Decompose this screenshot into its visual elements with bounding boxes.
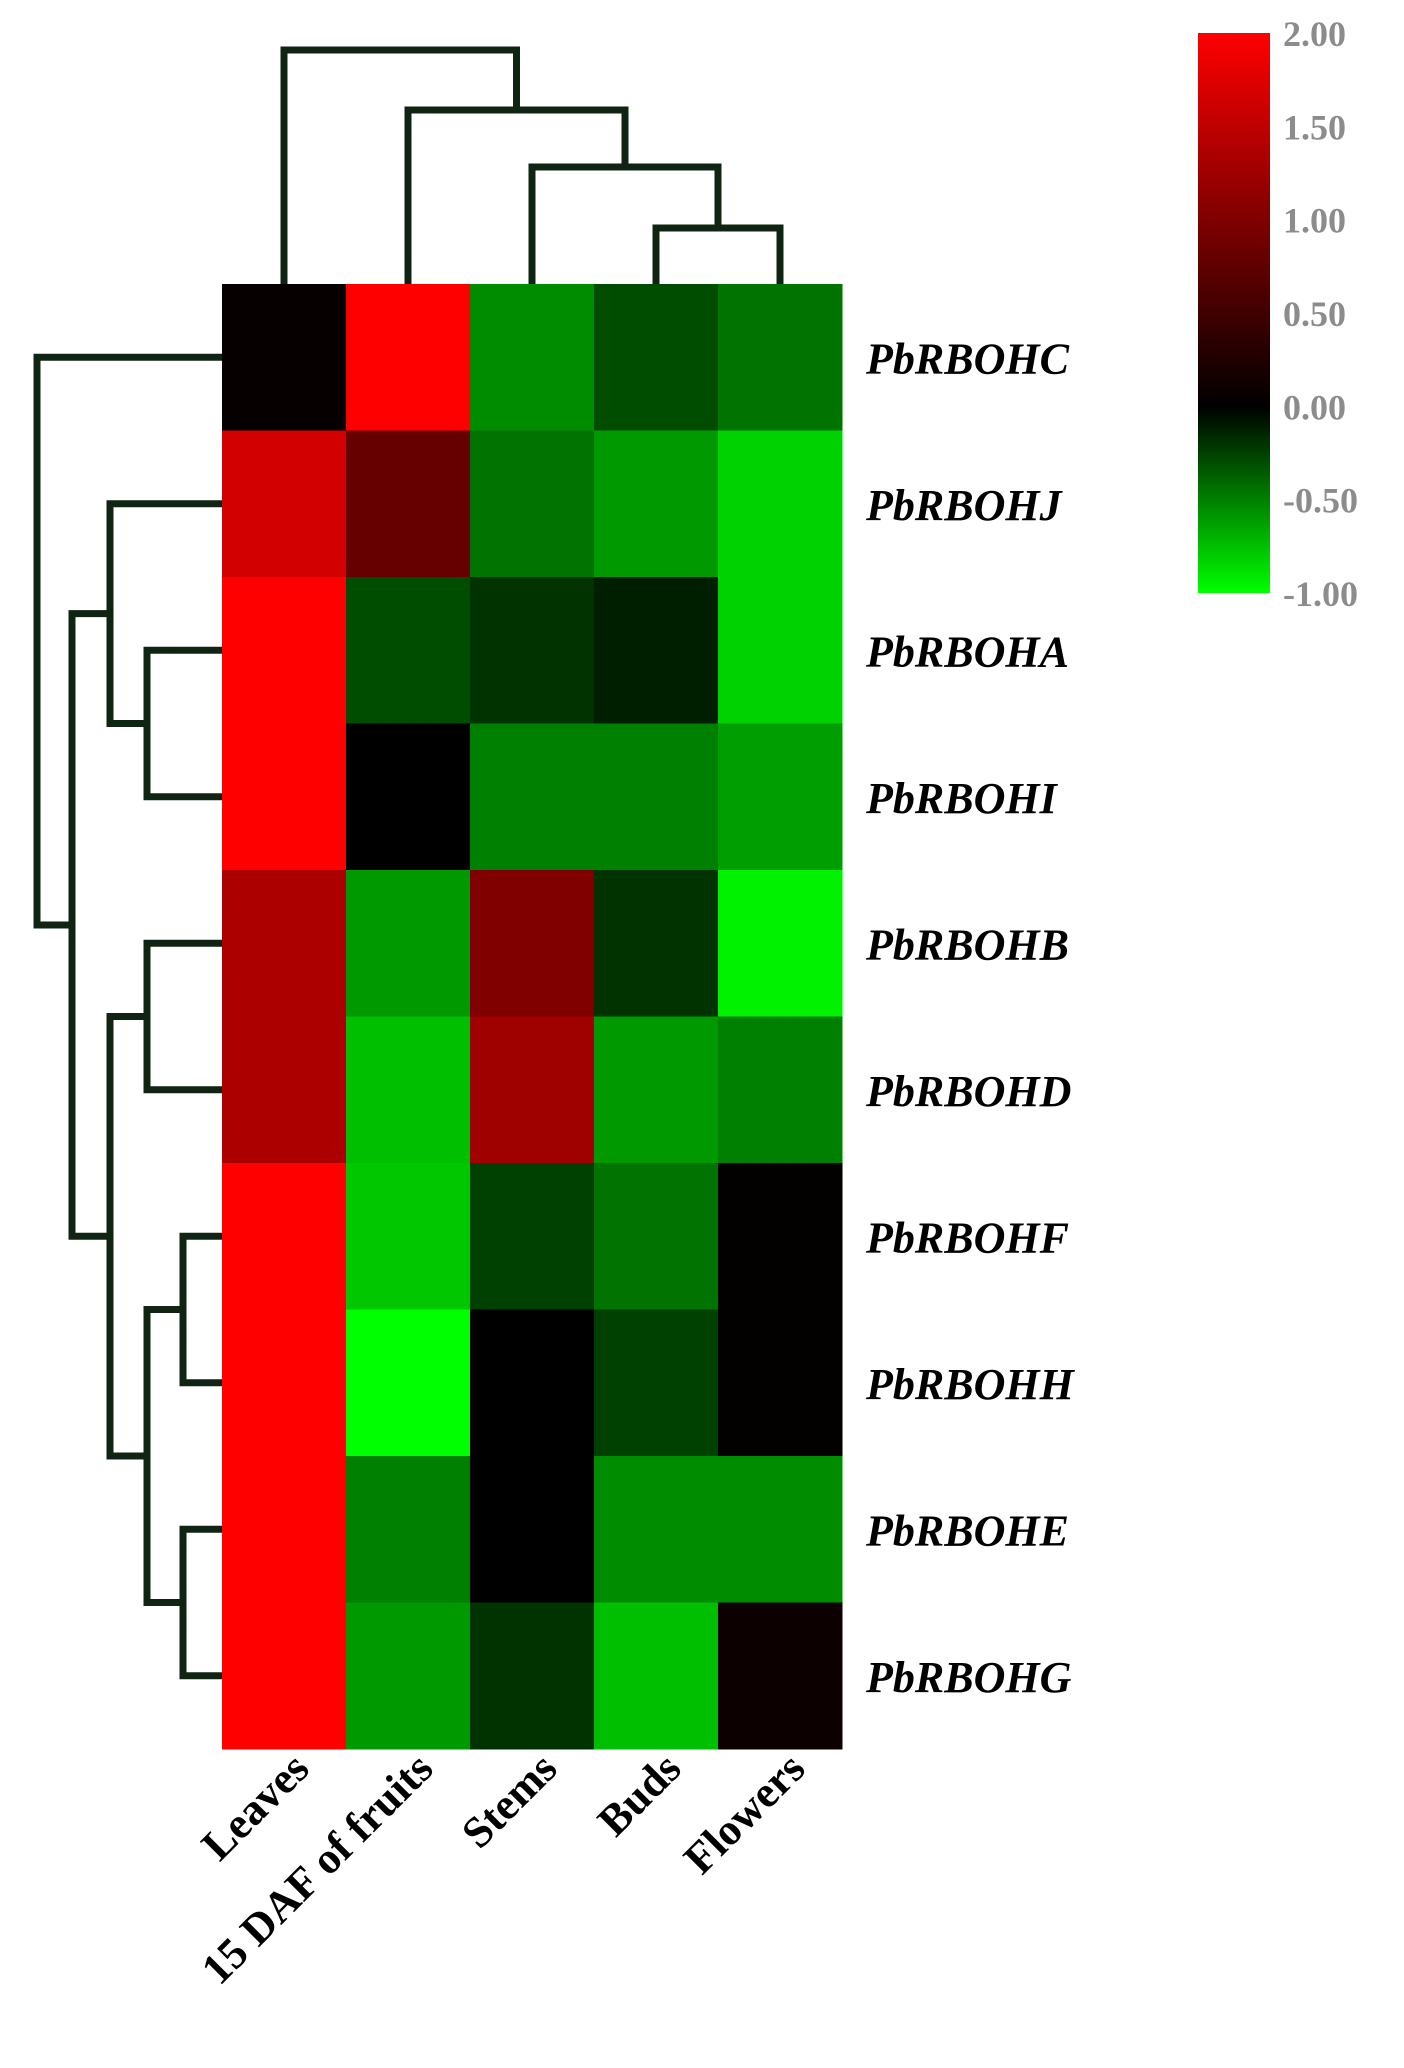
heatmap-cell [470,1456,595,1604]
heatmap-cell [222,284,347,432]
heatmap-cell [718,1016,843,1164]
heatmap-cell [346,723,471,871]
tissue-label: Stems [452,1743,566,1857]
gene-label: PbRBOHE [865,1506,1069,1555]
heatmap-cell [346,870,471,1018]
heatmap-cell [470,1163,595,1311]
heatmap-cells [222,284,843,1750]
heatmap-cell [470,870,595,1018]
column-dendrogram-branch [404,106,629,288]
heatmap-cell [718,1456,843,1604]
heatmap-cell [470,577,595,725]
gene-label: PbRBOHI [865,774,1059,823]
heatmap-cell [346,1309,471,1457]
row-dendrogram-branch [68,610,114,1240]
heatmap-cell [222,1016,347,1164]
gene-labels: PbRBOHC PbRBOHJ PbRBOHA PbRBOHI PbRBOHB PbRBO… [865,334,1076,1702]
legend-tick-label: -1.00 [1283,574,1358,614]
heatmap-cell [594,723,719,871]
heatmap-cell [718,577,843,725]
tissue-label: 15 DAF of fruits [192,1743,442,1993]
heatmap-cell [222,430,347,578]
gene-label: PbRBOHF [865,1213,1069,1262]
heatmap-cell [470,284,595,432]
heatmap-cell [718,284,843,432]
row-dendrogram-branch [143,939,226,1094]
heatmap-cell [470,1309,595,1457]
heatmap-cell [470,723,595,871]
heatmap-cell [718,723,843,871]
color-legend-bar [1198,33,1270,593]
heatmap-cell [346,1016,471,1164]
legend-tick-label: 1.50 [1283,107,1346,147]
gene-label: PbRBOHJ [865,481,1064,530]
heatmap-cell [346,430,471,578]
row-dendrogram-branch [179,1525,226,1680]
heatmap-cell [594,1163,719,1311]
heatmap-cell [222,1602,347,1750]
legend-tick-label: 2.00 [1283,14,1346,54]
row-dendrogram-branch [106,1013,151,1460]
heatmap-cell [346,1602,471,1750]
heatmap-cell [222,723,347,871]
heatmap-cell [718,1602,843,1750]
tissue-label: Buds [588,1743,690,1845]
column-dendrogram-branch [652,224,784,288]
heatmap-cell [594,1456,719,1604]
legend-tick-label: 0.50 [1283,294,1346,334]
heatmap-cell [346,577,471,725]
tissue-label: Flowers [674,1743,814,1883]
heatmap-cell [470,1602,595,1750]
legend-tick-label: 1.00 [1283,201,1346,241]
heatmap-cell [718,430,843,578]
heatmap-cell [594,870,719,1018]
color-legend: 2.00 1.50 1.00 0.50 0.00 -0.50 -1.00 [1198,14,1358,614]
heatmap-cell [222,870,347,1018]
heatmap-cell [470,1016,595,1164]
column-dendrogram [280,46,784,288]
heatmap-cell [594,1016,719,1164]
heatmap-cell [718,1163,843,1311]
row-dendrogram-branch [143,1306,187,1606]
row-dendrogram-branch [106,500,226,727]
gene-label: PbRBOHG [865,1653,1072,1702]
row-dendrogram-branch [33,353,226,929]
gene-label: PbRBOHB [865,920,1069,969]
heatmap-cell [222,1309,347,1457]
heatmap-cell [222,1456,347,1604]
color-legend-ticks: 2.00 1.50 1.00 0.50 0.00 -0.50 -1.00 [1283,14,1358,614]
heatmap-cell [346,284,471,432]
heatmap-cell [594,1602,719,1750]
gene-label: PbRBOHH [865,1360,1076,1409]
heatmap-cell [718,1309,843,1457]
gene-label: PbRBOHA [865,627,1069,676]
heatmap-cell [222,1163,347,1311]
gene-label: PbRBOHD [865,1067,1071,1116]
heatmap-cell [594,1309,719,1457]
heatmap-cell [222,577,347,725]
heatmap-cell [346,1456,471,1604]
row-dendrogram-branch [143,646,226,801]
heatmap-cell [594,430,719,578]
heatmap-cell [594,577,719,725]
column-dendrogram-branch [280,46,520,288]
legend-tick-label: -0.50 [1283,481,1358,521]
legend-tick-label: 0.00 [1283,387,1346,427]
row-dendrogram [33,353,226,1680]
heatmap-cell [470,430,595,578]
heatmap-cell [718,870,843,1018]
gene-label: PbRBOHC [865,334,1070,383]
heatmap-cell [594,284,719,432]
row-dendrogram-branch [179,1232,226,1387]
heatmap-cell [346,1163,471,1311]
